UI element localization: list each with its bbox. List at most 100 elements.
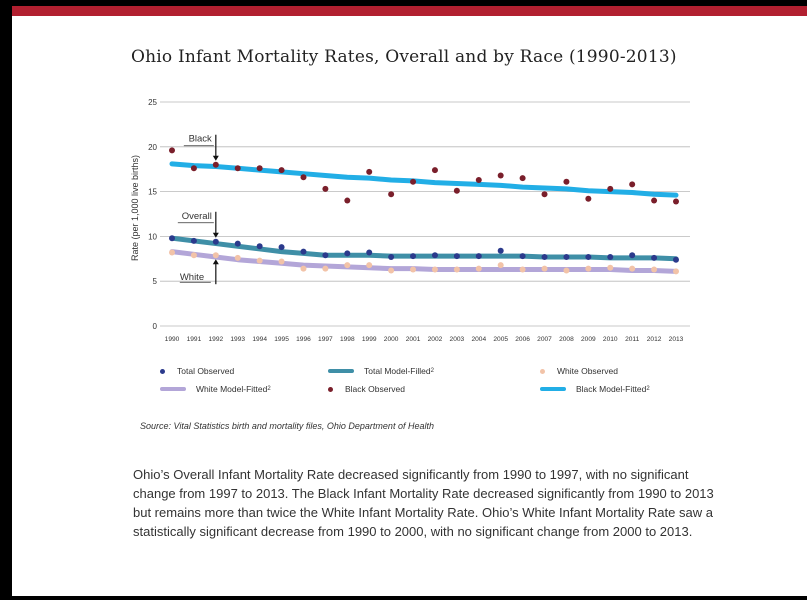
- data-point-white-observed: [234, 254, 241, 261]
- data-point-total-observed: [519, 253, 526, 260]
- x-tick-label: 2005: [493, 336, 508, 343]
- data-point-white-observed: [322, 265, 329, 272]
- data-point-total-observed: [651, 254, 658, 261]
- y-tick-label: 15: [148, 188, 157, 197]
- chart-caption: Ohio’s Overall Infant Mortality Rate dec…: [133, 467, 714, 539]
- y-axis-label: Rate (per 1,000 live births): [130, 155, 140, 261]
- data-point-white-observed: [673, 268, 679, 275]
- x-tick-label: 2000: [384, 336, 399, 343]
- data-point-total-observed: [497, 247, 504, 254]
- data-point-black-observed: [366, 168, 373, 175]
- data-point-white-observed: [366, 262, 373, 269]
- data-point-black-observed: [629, 181, 636, 188]
- data-point-black-observed: [519, 175, 526, 182]
- data-point-black-observed: [256, 165, 263, 172]
- data-point-total-observed: [300, 248, 307, 255]
- x-tick-label: 2010: [603, 336, 618, 343]
- legend-swatch: [160, 387, 186, 391]
- x-tick-label: 1992: [208, 336, 223, 343]
- x-tick-label: 1995: [274, 336, 289, 343]
- legend-item: White Observed: [540, 366, 618, 376]
- x-tick-label: 1991: [187, 336, 202, 343]
- legend-label: Total Observed: [177, 366, 235, 376]
- data-point-total-observed: [190, 237, 197, 244]
- series-line-black-model-fitted: [169, 161, 679, 198]
- legend-swatch: [160, 368, 165, 374]
- y-tick-label: 0: [153, 322, 158, 331]
- legend-label: Total Model-Filled: [364, 366, 431, 376]
- x-tick-label: 1994: [252, 336, 267, 343]
- legend-label: White Observed: [557, 366, 618, 376]
- x-tick-label: 2007: [537, 336, 552, 343]
- data-point-total-observed: [673, 256, 679, 263]
- data-point-total-observed: [388, 254, 395, 261]
- data-point-black-observed: [388, 191, 395, 198]
- annotation-overall: Overall: [182, 211, 212, 222]
- x-tick-label: 1996: [296, 336, 311, 343]
- data-point-black-observed: [651, 197, 658, 204]
- legend-swatch: [540, 368, 545, 374]
- data-point-white-observed: [629, 265, 636, 272]
- data-point-black-observed: [190, 165, 197, 172]
- annotation-black: Black: [189, 134, 212, 145]
- report-page: [12, 6, 807, 596]
- data-point-white-observed: [585, 265, 592, 272]
- data-point-white-observed: [344, 262, 351, 269]
- data-point-total-observed: [256, 243, 263, 250]
- x-tick-label: 1990: [165, 336, 180, 343]
- x-tick-label: 2002: [428, 336, 443, 343]
- x-tick-label: 2004: [471, 336, 486, 343]
- legend-label: Black Model-Fitted: [576, 384, 647, 394]
- data-point-black-observed: [234, 165, 241, 172]
- legend-swatch: [328, 369, 354, 373]
- data-point-total-observed: [344, 250, 351, 257]
- y-tick-label: 5: [153, 277, 158, 286]
- data-point-total-observed: [453, 253, 460, 260]
- x-tick-label: 1993: [230, 336, 245, 343]
- legend-footnote-mark: 2: [430, 368, 434, 374]
- data-point-black-observed: [431, 167, 438, 174]
- y-tick-label: 25: [148, 98, 157, 107]
- x-tick-label: 2006: [515, 336, 530, 343]
- data-point-black-observed: [410, 178, 417, 185]
- legend-footnote-mark: 2: [267, 386, 271, 392]
- x-tick-label: 2001: [406, 336, 421, 343]
- data-point-white-observed: [169, 249, 175, 256]
- data-point-total-observed: [169, 235, 175, 242]
- data-point-black-observed: [169, 147, 175, 154]
- data-point-total-observed: [475, 253, 482, 260]
- series-line-total-model-filled: [169, 235, 679, 262]
- data-point-black-observed: [541, 191, 548, 198]
- data-point-black-observed: [673, 198, 679, 205]
- annotation-arrowhead: [212, 259, 219, 265]
- data-point-white-observed: [475, 265, 482, 272]
- data-point-total-observed: [541, 254, 548, 261]
- data-point-total-observed: [629, 252, 636, 259]
- data-point-white-observed: [256, 257, 263, 264]
- y-tick-label: 10: [148, 232, 157, 241]
- legend-item: Black Observed: [328, 384, 405, 394]
- annotation-arrowhead: [212, 232, 219, 238]
- chart-legend: Total Observed Total Model-Filled 2 White O…: [160, 366, 720, 406]
- data-point-black-observed: [278, 167, 285, 174]
- data-point-total-observed: [431, 252, 438, 259]
- source-note: Source: Vital Statistics birth and morta…: [140, 421, 434, 431]
- data-point-white-observed: [388, 267, 395, 274]
- legend-item: Total Observed: [160, 366, 234, 376]
- x-tick-label: 1998: [340, 336, 355, 343]
- data-point-white-observed: [607, 264, 614, 271]
- legend-item: White Model-Fitted 2: [160, 384, 271, 394]
- chart-title: Ohio Infant Mortality Rates, Overall and…: [131, 47, 677, 67]
- data-point-total-observed: [607, 254, 614, 261]
- data-point-black-observed: [300, 174, 307, 181]
- x-tick-label: 2008: [559, 336, 574, 343]
- data-point-black-observed: [497, 172, 504, 179]
- legend-footnote-mark: 2: [646, 386, 650, 392]
- data-point-total-observed: [410, 253, 417, 260]
- data-point-black-observed: [212, 161, 219, 168]
- data-point-total-observed: [234, 240, 241, 247]
- data-point-white-observed: [300, 265, 307, 272]
- data-point-white-observed: [519, 266, 526, 273]
- data-point-white-observed: [541, 265, 548, 272]
